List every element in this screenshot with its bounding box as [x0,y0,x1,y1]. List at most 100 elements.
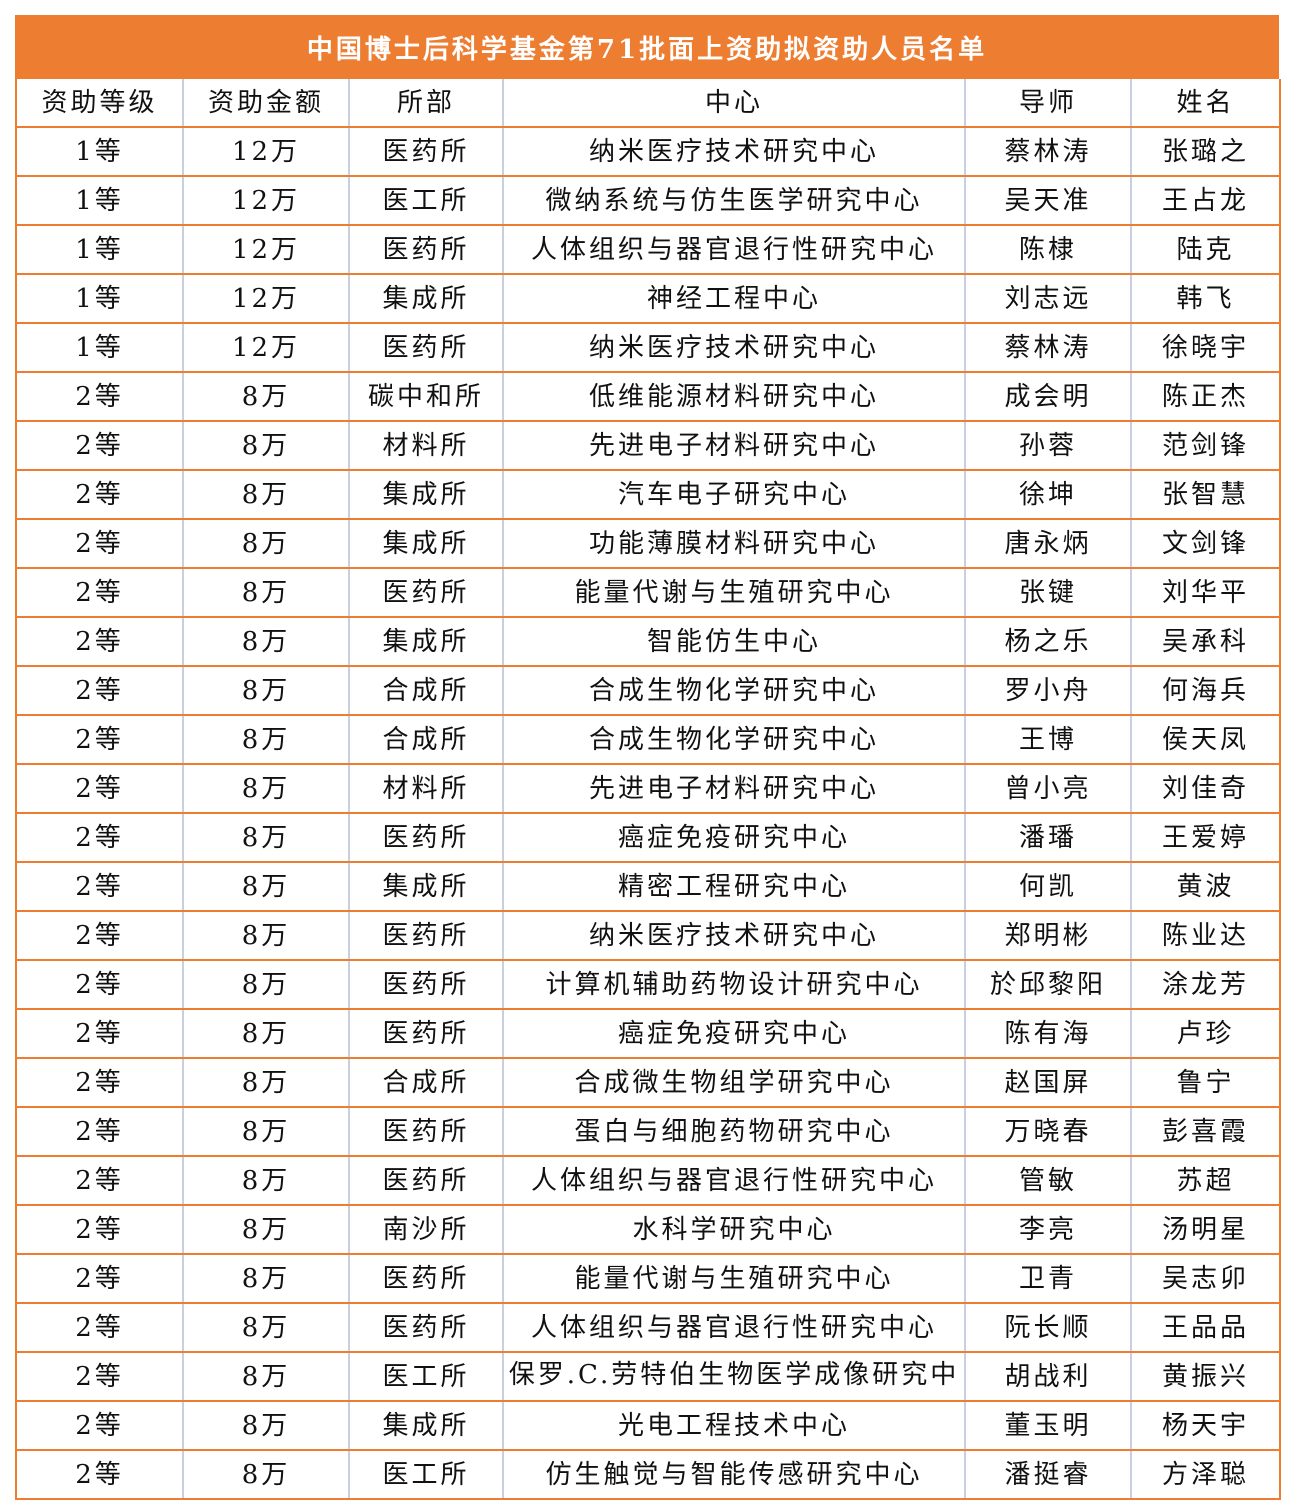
name-cell: 杨天宇 [1130,1400,1281,1451]
center-cell-text: 精密工程研究中心 [617,871,850,902]
institute-cell: 医工所 [348,1351,504,1402]
center-cell: 保罗.C.劳特伯生物医学成像研究中心 [502,1351,966,1402]
center-cell: 纳米医疗技术研究中心 [502,126,966,177]
amount-cell-text: 8万 [241,626,291,657]
center-cell-text: 计算机辅助药物设计研究中心 [545,969,923,1000]
advisor-cell: 陈有海 [964,1008,1132,1059]
name-cell: 彭喜霞 [1130,1106,1281,1157]
grade-cell: 2等 [15,1008,184,1059]
center-cell: 癌症免疫研究中心 [502,1008,966,1059]
name-cell: 王品品 [1130,1302,1281,1353]
grade-cell-text: 1等 [75,185,124,216]
table-row: 2等 8万 医工所 保罗.C.劳特伯生物医学成像研究中心 胡战利 黄振兴 [15,1351,1281,1402]
institute-cell: 医药所 [348,1253,504,1304]
grade-cell-text: 2等 [75,675,124,706]
amount-cell: 8万 [182,1008,350,1059]
center-cell-text: 保罗.C.劳特伯生物医学成像研究中心 [508,1359,960,1390]
center-cell-text: 智能仿生中心 [646,626,821,657]
advisor-cell-text: 陈棣 [1018,234,1077,265]
grade-cell: 1等 [15,322,184,373]
institute-cell: 医工所 [348,1449,504,1500]
grade-cell-text: 2等 [75,920,124,951]
institute-cell: 集成所 [348,861,504,912]
amount-cell: 8万 [182,910,350,961]
table-row: 2等 8万 合成所 合成生物化学研究中心 王博 侯天凤 [15,714,1281,765]
institute-cell-text: 医药所 [382,969,470,1000]
name-cell: 汤明星 [1130,1204,1281,1255]
center-cell-text: 能量代谢与生殖研究中心 [574,577,894,608]
center-cell-text: 纳米医疗技术研究中心 [588,136,879,167]
advisor-cell-text: 张键 [1018,577,1077,608]
name-cell: 张璐之 [1130,126,1281,177]
funding-table: 资助等级 资助金额 所部 中心 导师 姓名 1等 12万 医药所 纳米医疗技术研究中心… [15,79,1281,1500]
amount-cell: 8万 [182,665,350,716]
institute-cell: 集成所 [348,273,504,324]
grade-cell: 2等 [15,1204,184,1255]
amount-cell: 8万 [182,1351,350,1402]
institute-cell: 医药所 [348,126,504,177]
advisor-cell: 杨之乐 [964,616,1132,667]
amount-cell: 8万 [182,959,350,1010]
name-cell-text: 韩飞 [1176,283,1235,314]
name-cell-text: 汤明星 [1161,1214,1249,1245]
grade-cell: 2等 [15,959,184,1010]
table-row: 1等 12万 医药所 纳米医疗技术研究中心 蔡林涛 张璐之 [15,126,1281,177]
grade-cell: 2等 [15,1106,184,1157]
advisor-cell-text: 徐坤 [1018,479,1077,510]
amount-cell-text: 8万 [241,871,291,902]
table-row: 1等 12万 集成所 神经工程中心 刘志远 韩飞 [15,273,1281,324]
name-cell-text: 杨天宇 [1161,1410,1249,1441]
advisor-cell: 胡战利 [964,1351,1132,1402]
center-cell: 汽车电子研究中心 [502,469,966,520]
institute-cell: 集成所 [348,469,504,520]
advisor-cell-text: 何凯 [1018,871,1077,902]
grade-cell-text: 1等 [75,136,124,167]
amount-cell-text: 8万 [241,773,291,804]
amount-cell: 8万 [182,763,350,814]
advisor-cell: 何凯 [964,861,1132,912]
institute-cell-text: 医工所 [382,1361,470,1392]
center-cell-text: 神经工程中心 [646,283,821,314]
grade-cell-text: 2等 [75,1459,124,1490]
amount-cell-text: 12万 [231,332,301,363]
name-cell-text: 陆克 [1176,234,1235,265]
name-cell: 何海兵 [1130,665,1281,716]
name-cell-text: 王品品 [1161,1312,1249,1343]
institute-cell: 医药所 [348,1155,504,1206]
institute-cell: 医药所 [348,224,504,275]
name-cell-text: 方泽聪 [1161,1459,1249,1490]
amount-cell-text: 8万 [241,381,291,412]
grade-cell-text: 2等 [75,381,124,412]
column-header-amount: 资助金额 [182,79,350,128]
amount-cell-text: 12万 [231,234,301,265]
grade-cell: 2等 [15,1302,184,1353]
table-row: 2等 8万 医药所 癌症免疫研究中心 陈有海 卢珍 [15,1008,1281,1059]
amount-cell-text: 8万 [241,1018,291,1049]
center-cell: 人体组织与器官退行性研究中心 [502,1155,966,1206]
institute-cell-text: 医药所 [382,332,470,363]
name-cell-text: 张璐之 [1161,136,1249,167]
advisor-cell: 王博 [964,714,1132,765]
amount-cell: 8万 [182,1449,350,1500]
name-cell-text: 陈业达 [1161,920,1249,951]
center-cell: 能量代谢与生殖研究中心 [502,1253,966,1304]
table-row: 2等 8万 医药所 人体组织与器官退行性研究中心 管敏 苏超 [15,1155,1281,1206]
advisor-cell: 陈棣 [964,224,1132,275]
amount-cell-text: 8万 [241,1116,291,1147]
advisor-cell: 赵国屏 [964,1057,1132,1108]
institute-cell-text: 合成所 [382,675,470,706]
column-header-grade: 资助等级 [15,79,184,128]
grade-cell: 2等 [15,714,184,765]
name-cell-text: 鲁宁 [1176,1067,1235,1098]
column-header-advisor: 导师 [964,79,1132,128]
grade-cell-text: 2等 [75,822,124,853]
advisor-cell-text: 杨之乐 [1004,626,1092,657]
advisor-cell-text: 郑明彬 [1004,920,1092,951]
center-cell: 先进电子材料研究中心 [502,763,966,814]
name-cell: 苏超 [1130,1155,1281,1206]
center-cell-text: 纳米医疗技术研究中心 [588,920,879,951]
institute-cell: 医药所 [348,567,504,618]
amount-cell: 8万 [182,1057,350,1108]
grade-cell-text: 1等 [75,234,124,265]
advisor-cell-text: 管敏 [1018,1165,1077,1196]
